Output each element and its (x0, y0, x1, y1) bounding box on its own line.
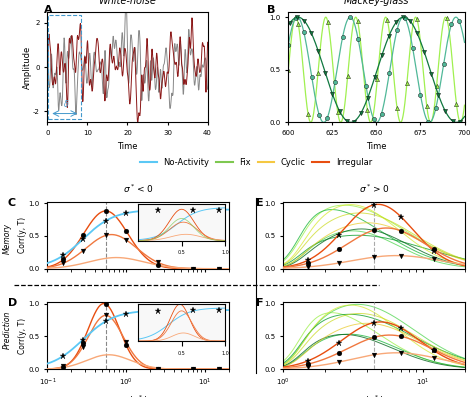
Y-axis label: Corr(y, T): Corr(y, T) (18, 318, 27, 354)
Bar (283, 302, 374, 369)
Text: B: B (267, 5, 275, 15)
X-axis label: $|\sigma^*|$: $|\sigma^*|$ (129, 394, 147, 397)
Y-axis label: Amplitude: Amplitude (22, 46, 31, 89)
Text: $\delta$: $\delta$ (63, 98, 69, 109)
Bar (283, 202, 374, 269)
Text: A: A (44, 5, 53, 15)
Title: Mackey-glass: Mackey-glass (344, 0, 409, 6)
Bar (48, 15, 82, 119)
X-axis label: Time: Time (117, 142, 138, 150)
Legend: u(t), T(t): u(t), T(t) (0, 15, 2, 37)
Text: F: F (256, 298, 264, 308)
X-axis label: Time: Time (366, 142, 387, 150)
X-axis label: $|\sigma^*|$: $|\sigma^*|$ (365, 394, 383, 397)
Text: D: D (8, 298, 17, 308)
Text: Memory: Memory (2, 223, 11, 254)
Y-axis label: Corr(y, T): Corr(y, T) (18, 217, 27, 253)
Text: E: E (256, 198, 264, 208)
Legend: No-Activity, Fix, Cyclic, Irregular: No-Activity, Fix, Cyclic, Irregular (137, 154, 375, 170)
Title: $\sigma^*>0$: $\sigma^*>0$ (359, 183, 389, 195)
Title: $\sigma^*<0$: $\sigma^*<0$ (123, 183, 153, 195)
Text: Prediction: Prediction (2, 310, 11, 349)
Text: C: C (8, 198, 16, 208)
Title: White-noise: White-noise (99, 0, 156, 6)
